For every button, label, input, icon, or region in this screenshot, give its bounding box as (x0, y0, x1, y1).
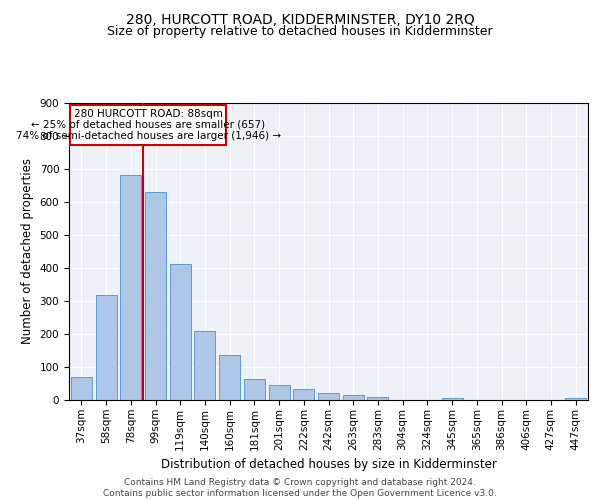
Bar (244, 378, 265, 400)
Bar (219, 356, 240, 400)
Text: 280 HURCOTT ROAD: 88sqm: 280 HURCOTT ROAD: 88sqm (74, 110, 223, 120)
Bar (343, 396, 364, 400)
Bar (318, 394, 339, 400)
Bar (565, 398, 586, 400)
Bar (95, 295, 116, 400)
Text: Contains HM Land Registry data © Crown copyright and database right 2024.
Contai: Contains HM Land Registry data © Crown c… (103, 478, 497, 498)
Bar (194, 330, 215, 400)
Bar (170, 264, 191, 400)
Text: ← 25% of detached houses are smaller (657): ← 25% of detached houses are smaller (65… (31, 120, 265, 130)
Text: 280, HURCOTT ROAD, KIDDERMINSTER, DY10 2RQ: 280, HURCOTT ROAD, KIDDERMINSTER, DY10 2… (125, 12, 475, 26)
Bar (367, 396, 388, 400)
Bar (120, 175, 141, 400)
Bar (269, 385, 290, 400)
Bar (70, 105, 226, 145)
Bar (293, 390, 314, 400)
Y-axis label: Number of detached properties: Number of detached properties (21, 158, 34, 344)
Bar (71, 377, 92, 400)
X-axis label: Distribution of detached houses by size in Kidderminster: Distribution of detached houses by size … (161, 458, 496, 471)
Text: 74% of semi-detached houses are larger (1,946) →: 74% of semi-detached houses are larger (… (16, 130, 281, 140)
Bar (145, 192, 166, 400)
Bar (442, 398, 463, 400)
Text: Size of property relative to detached houses in Kidderminster: Size of property relative to detached ho… (107, 25, 493, 38)
